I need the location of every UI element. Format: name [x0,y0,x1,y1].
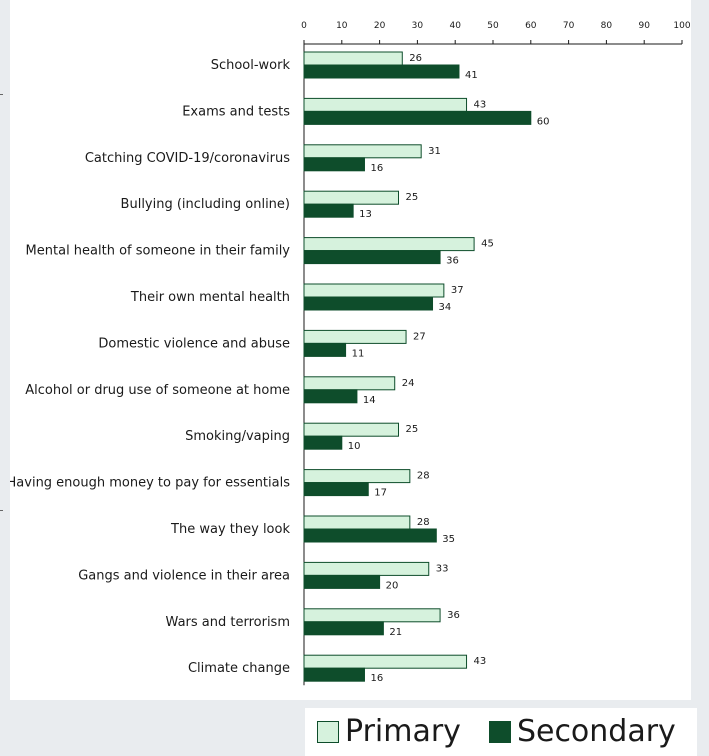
legend-label-secondary: Secondary [516,714,676,749]
category-label: Domestic violence and abuse [98,336,290,351]
category-label: School-work [211,58,291,73]
bar-primary [303,97,468,112]
bar-secondary [303,250,441,265]
value-label-primary: 28 [417,517,430,528]
legend: Primary Secondary [305,708,697,756]
value-label-secondary: 16 [370,163,383,174]
bar-primary [303,376,396,391]
category-label: Climate change [188,661,290,676]
bar-primary [303,561,430,576]
value-label-secondary: 34 [439,302,452,313]
bar-primary [303,608,441,623]
value-label-secondary: 21 [389,627,402,638]
bar-secondary [303,389,358,404]
value-label-primary: 24 [402,378,415,389]
value-label-secondary: 14 [363,395,376,406]
category-label: Smoking/vaping [185,429,290,444]
bar-secondary [303,482,369,497]
bar-secondary [303,110,532,125]
value-label-secondary: 10 [348,441,361,452]
bar-primary [303,329,407,344]
edge-tick-mark [0,94,3,95]
bar-primary [303,469,411,484]
value-label-primary: 28 [417,471,430,482]
bar-primary [303,144,422,159]
value-label-primary: 26 [409,53,422,64]
value-label-secondary: 17 [374,488,387,499]
category-label: Wars and terrorism [166,615,290,630]
legend-item-primary: Primary [317,717,461,747]
x-tick-label: 50 [487,21,499,31]
value-label-primary: 43 [474,99,487,110]
bar-secondary [303,621,384,636]
value-label-primary: 37 [451,285,464,296]
category-label: Catching COVID-19/coronavirus [85,151,290,166]
bar-secondary [303,435,343,450]
x-tick-label: 30 [412,21,424,31]
bar-secondary [303,574,381,589]
value-label-secondary: 60 [537,116,550,127]
x-tick-label: 10 [336,21,348,31]
legend-label-primary: Primary [345,714,461,749]
value-label-secondary: 13 [359,209,372,220]
legend-swatch-primary [317,721,339,743]
category-label: Their own mental health [130,290,290,305]
bar-secondary [303,157,365,172]
bar-primary [303,422,399,437]
category-label: The way they look [170,522,290,537]
chart-panel: 0 10 20 30 40 50 60 70 80 90 100 School-work 26 41 Exa… [10,0,691,700]
value-label-primary: 25 [406,424,419,435]
value-label-primary: 36 [447,610,460,621]
category-label: Gangs and violence in their area [78,568,290,583]
bar-secondary [303,342,347,357]
value-label-secondary: 36 [446,256,459,267]
category-label: Having enough money to pay for essential… [10,476,290,491]
bar-primary [303,190,399,205]
edge-tick-mark [0,510,3,511]
category-label: Bullying (including online) [121,197,290,212]
bar-secondary [303,64,460,79]
value-label-primary: 31 [428,146,441,157]
x-tick-label: 70 [563,21,575,31]
bar-secondary [303,296,434,311]
x-tick-label: 80 [601,21,613,31]
legend-swatch-secondary [488,721,511,743]
x-tick-label: 0 [301,21,307,31]
x-tick-label: 60 [525,21,537,31]
x-tick-label: 90 [638,21,650,31]
x-tick-label: 40 [449,21,461,31]
value-label-primary: 33 [436,563,449,574]
value-label-secondary: 20 [386,580,399,591]
bar-primary [303,515,411,530]
bar-secondary [303,203,354,218]
value-label-primary: 27 [413,331,426,342]
value-label-secondary: 11 [352,348,365,359]
value-label-secondary: 41 [465,70,478,81]
category-label: Alcohol or drug use of someone at home [25,383,290,398]
value-label-primary: 25 [406,192,419,203]
bar-secondary [303,667,365,682]
value-label-secondary: 16 [370,673,383,684]
bar-primary [303,51,403,66]
bar-primary [303,654,468,669]
bar-primary [303,283,445,298]
category-label: Mental health of someone in their family [26,244,291,259]
value-label-secondary: 35 [442,534,455,545]
bar-secondary [303,528,437,543]
category-label: Exams and tests [182,104,290,119]
x-tick-label: 20 [374,21,386,31]
bar-chart: 0 10 20 30 40 50 60 70 80 90 100 School-work 26 41 Exa… [10,21,691,686]
x-tick-label: 100 [673,21,690,31]
value-label-primary: 43 [474,656,487,667]
legend-item-secondary: Secondary [488,714,676,749]
value-label-primary: 45 [481,239,494,250]
bar-primary [303,237,475,252]
